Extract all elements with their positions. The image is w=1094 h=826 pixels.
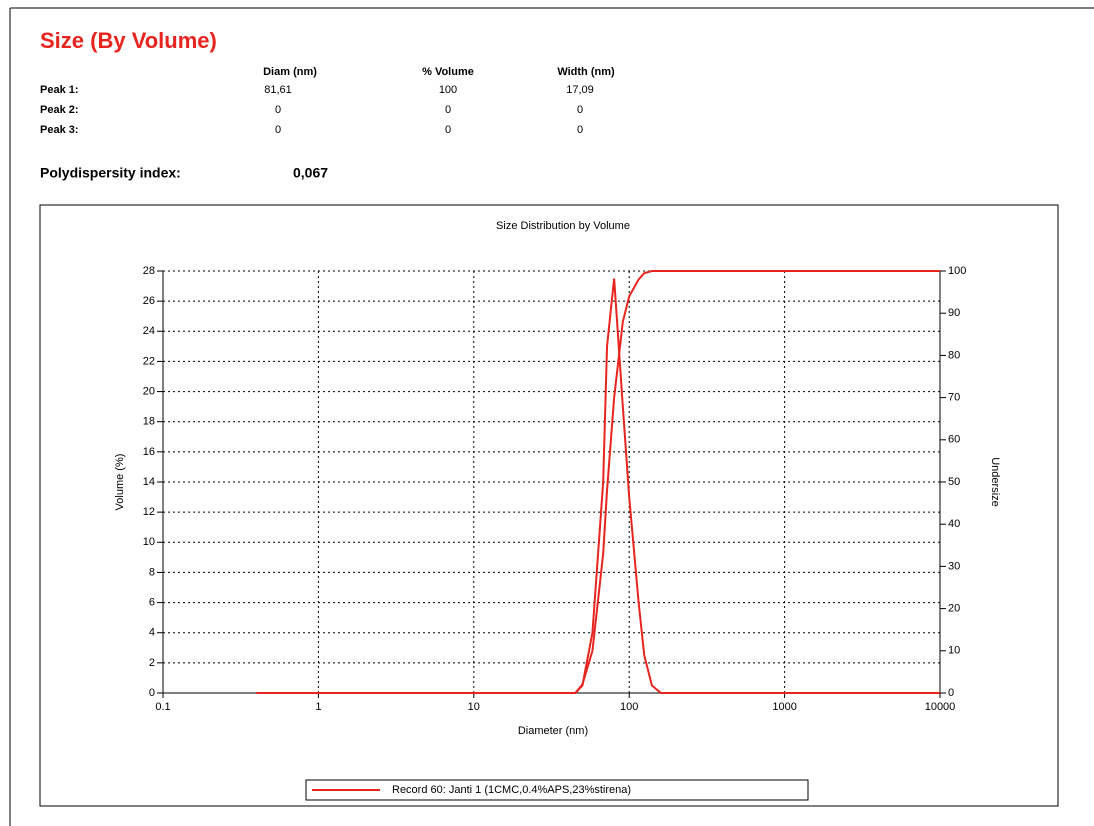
pdi-value: 0,067	[293, 165, 328, 181]
x-tick-label: 10000	[925, 701, 956, 713]
x-tick-label: 0.1	[155, 701, 170, 713]
y-tick-label: 28	[143, 265, 155, 277]
y-tick-label: 4	[149, 627, 155, 639]
y-tick-label: 6	[149, 596, 155, 608]
pdi-label: Polydispersity index:	[40, 165, 181, 181]
row-value: 17,09	[566, 84, 594, 96]
y-tick-label: 10	[143, 536, 155, 548]
y-tick-label: 16	[143, 446, 155, 458]
row-label: Peak 1:	[40, 84, 79, 96]
row-value: 100	[439, 84, 457, 96]
x-tick-label: 100	[620, 701, 638, 713]
chart-frame	[39, 204, 1059, 807]
row-value: 0	[275, 104, 281, 116]
row-value: 81,61	[264, 84, 292, 96]
y-tick-label: 18	[143, 416, 155, 428]
x-tick-label: 10	[468, 701, 480, 713]
y2-tick-label: 30	[948, 560, 960, 572]
y-axis-label: Volume (%)	[114, 454, 126, 511]
y2-tick-label: 20	[948, 603, 960, 615]
y-tick-label: 2	[149, 657, 155, 669]
y2-tick-label: 10	[948, 645, 960, 657]
y2-tick-label: 60	[948, 434, 960, 446]
legend-box	[305, 779, 809, 801]
series-line	[256, 278, 940, 694]
x-axis-label: Diameter (nm)	[518, 725, 588, 737]
y-tick-label: 12	[143, 506, 155, 518]
row-value: 0	[445, 104, 451, 116]
report-title: Size (By Volume)	[40, 28, 217, 53]
row-value: 0	[445, 124, 451, 136]
y2-tick-label: 50	[948, 476, 960, 488]
y2-tick-label: 100	[948, 265, 966, 277]
y2-tick-label: 80	[948, 349, 960, 361]
y-tick-label: 26	[143, 295, 155, 307]
y2-axis-label: Undersize	[989, 457, 1001, 507]
y-tick-label: 8	[149, 566, 155, 578]
row-label: Peak 3:	[40, 124, 79, 136]
x-tick-label: 1	[315, 701, 321, 713]
y2-tick-label: 40	[948, 518, 960, 530]
y2-tick-label: 0	[948, 687, 954, 699]
y2-tick-label: 90	[948, 307, 960, 319]
x-tick-label: 1000	[772, 701, 796, 713]
column-header: Diam (nm)	[263, 66, 317, 78]
row-label: Peak 2:	[40, 104, 79, 116]
y-tick-label: 24	[143, 325, 155, 337]
y2-tick-label: 70	[948, 392, 960, 404]
column-header: % Volume	[422, 66, 474, 78]
row-value: 0	[275, 124, 281, 136]
chart-title: Size Distribution by Volume	[496, 220, 630, 232]
y-tick-label: 20	[143, 385, 155, 397]
legend-label: Record 60: Janti 1 (1CMC,0.4%APS,23%stir…	[392, 784, 631, 796]
y-tick-label: 14	[143, 476, 155, 488]
row-value: 0	[577, 104, 583, 116]
column-header: Width (nm)	[557, 66, 615, 78]
y-tick-label: 0	[149, 687, 155, 699]
series-line	[256, 270, 940, 694]
y-tick-label: 22	[143, 355, 155, 367]
row-value: 0	[577, 124, 583, 136]
